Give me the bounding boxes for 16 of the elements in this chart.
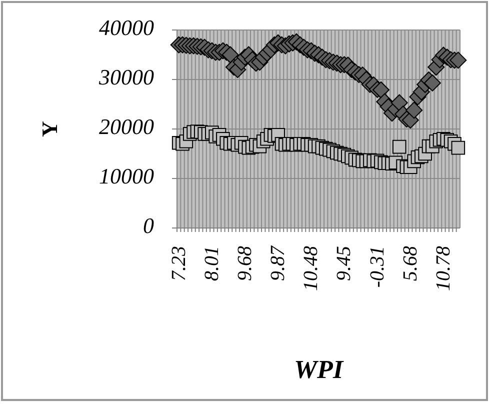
x-tick-label: 10.78 bbox=[432, 246, 454, 291]
x-tick-label: 7.23 bbox=[168, 246, 190, 281]
y-tick-label: 40000 bbox=[99, 15, 154, 40]
x-tick-label: 9.45 bbox=[333, 246, 356, 281]
x-axis-title: WPI bbox=[294, 355, 344, 384]
x-tick-label: -0.31 bbox=[366, 246, 388, 288]
y-tick-label: 10000 bbox=[99, 164, 154, 189]
x-tick-label: 8.01 bbox=[200, 246, 223, 281]
x-tick-label: 9.87 bbox=[267, 245, 290, 281]
x-tick-label: 9.68 bbox=[234, 246, 256, 281]
x-tick-label: 10.48 bbox=[300, 246, 322, 291]
y-tick-label: 20000 bbox=[99, 114, 154, 140]
y-tick-label: 0 bbox=[143, 213, 154, 238]
y-tick-label: 30000 bbox=[98, 64, 154, 90]
y-axis-title: Y bbox=[37, 120, 62, 137]
x-tick-label: 5.68 bbox=[399, 246, 422, 281]
